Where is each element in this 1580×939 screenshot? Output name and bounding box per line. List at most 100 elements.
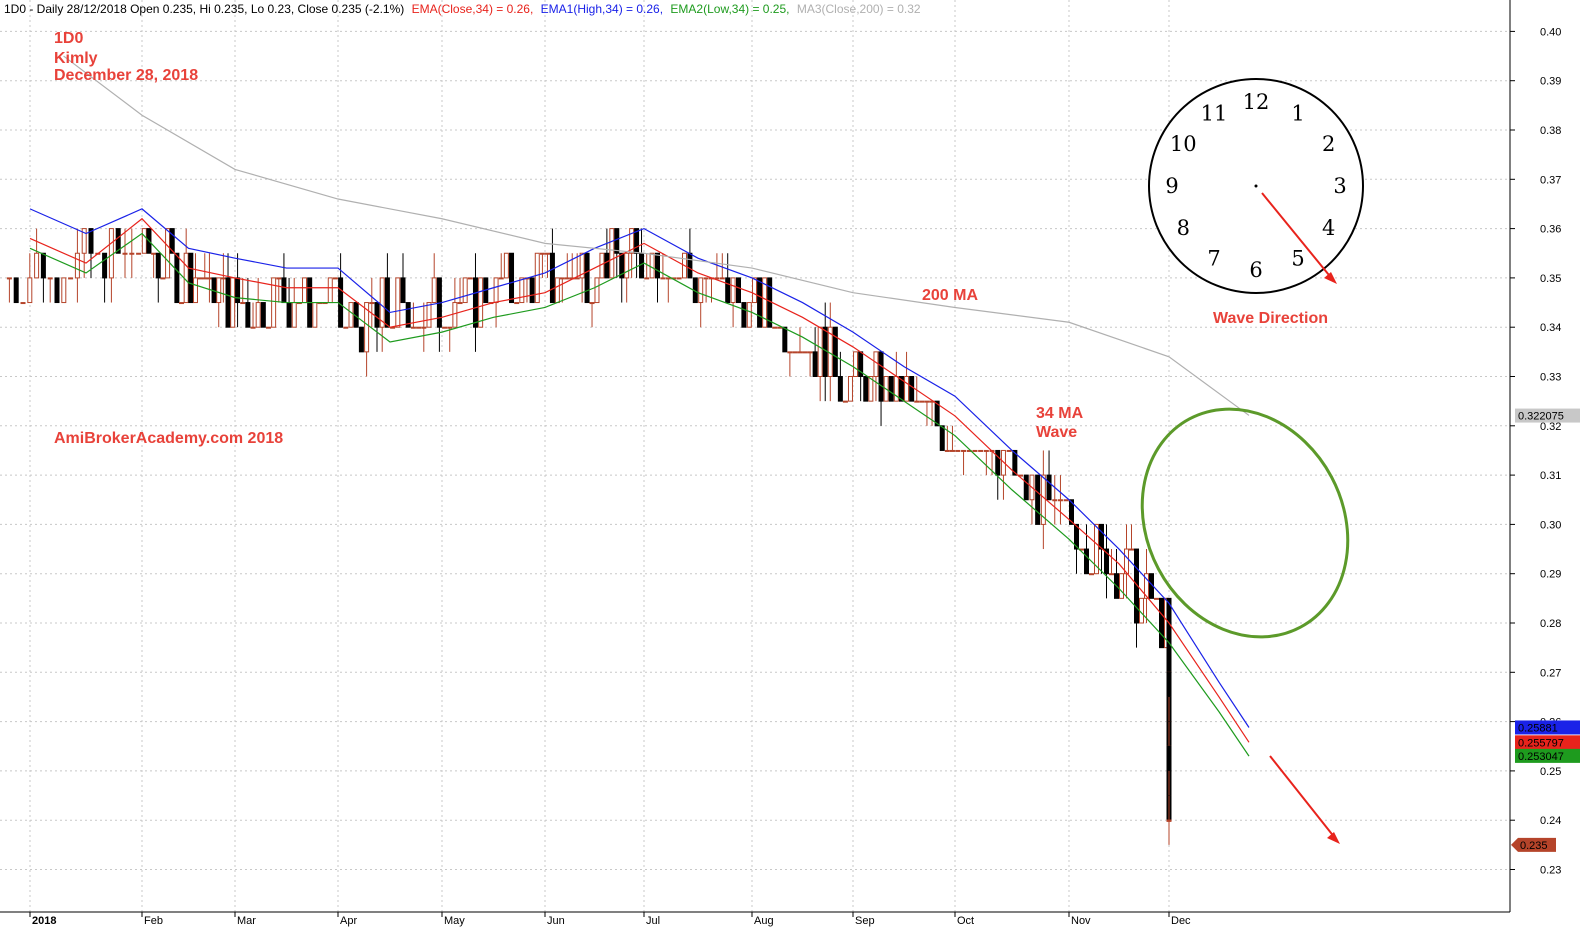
candle-body [888, 376, 894, 402]
candle-body [206, 277, 212, 280]
clock-number: 3 [1333, 174, 1346, 198]
candle-body [944, 449, 950, 452]
candle-body [265, 326, 271, 329]
x-tick-label: Jun [547, 915, 565, 927]
x-tick-label: 2018 [32, 915, 56, 927]
candle-body [714, 277, 720, 280]
candle-body [649, 252, 655, 279]
candle-body [20, 302, 26, 305]
candle-body [1012, 449, 1018, 476]
header-symbol-info: 1D0 - Daily 28/12/2018 Open 0.235, Hi 0.… [4, 2, 404, 16]
y-tick-label: 0.28 [1540, 618, 1561, 630]
x-tick-label: Aug [754, 915, 774, 927]
last-value-text: 0.322075 [1518, 411, 1564, 423]
candle-body [687, 252, 693, 279]
candle-body [629, 228, 635, 254]
candle-body [61, 277, 67, 304]
candle-body [534, 252, 540, 304]
candle-body [972, 449, 978, 452]
candle-body [442, 326, 448, 329]
candle-body [978, 449, 984, 452]
candle-body [462, 277, 468, 304]
clock-number: 1 [1291, 101, 1304, 125]
candle-body [225, 277, 231, 328]
candle-body [1074, 523, 1079, 550]
y-tick-label: 0.30 [1540, 519, 1561, 531]
candle-body [129, 252, 135, 255]
last-value-ema-high: 0.25881 [1515, 720, 1580, 735]
last-value-ema-low: 0.253047 [1515, 748, 1580, 763]
candle-body [503, 252, 509, 279]
candle-body [122, 252, 128, 255]
candle-body [554, 277, 560, 304]
candle-body [898, 376, 904, 402]
x-tick-label: Apr [340, 915, 357, 927]
header-text: 1D0 - Daily 28/12/2018 Open 0.235, Hi 0.… [4, 2, 921, 16]
candle-body [255, 302, 261, 328]
candle-body [995, 449, 1001, 476]
last-value-bg [1515, 720, 1580, 735]
clock-number: 10 [1170, 132, 1197, 156]
candle-body [88, 228, 94, 254]
candle-body [509, 252, 515, 304]
clock-number: 6 [1249, 258, 1262, 282]
candle-body [1154, 597, 1159, 600]
candle-body [364, 302, 370, 353]
candle-body [472, 277, 478, 328]
candle-body [787, 351, 793, 354]
x-tick-label: Sep [855, 915, 875, 927]
candle-body [1166, 819, 1172, 822]
candle-body [1094, 523, 1099, 575]
candle-body [842, 400, 848, 403]
candle-body [752, 277, 758, 304]
candle-body [286, 302, 292, 328]
y-tick-label: 0.40 [1540, 26, 1561, 38]
candle-body [579, 252, 585, 279]
candle-body [358, 326, 364, 353]
candle-body [817, 326, 823, 378]
candle-body [529, 277, 535, 304]
candle-body [594, 277, 600, 304]
candle-body [478, 277, 484, 328]
candle-body [762, 277, 768, 328]
clock-number: 12 [1243, 90, 1270, 114]
candle-body [736, 277, 741, 304]
candle-body [421, 326, 427, 329]
candle-body [703, 277, 709, 280]
candle-body [519, 277, 525, 304]
candle-body [467, 277, 473, 280]
clock-number: 5 [1291, 247, 1304, 271]
header-ma200: MA3(Close,200) = 0.32 [797, 2, 921, 16]
y-tick-label: 0.36 [1540, 224, 1561, 236]
annotation-watermark: AmiBrokerAcademy.com 2018 [54, 430, 283, 447]
highlight-ellipse [1140, 407, 1350, 639]
x-tick-label: May [444, 915, 465, 927]
candle-body [410, 326, 416, 329]
candle-body [1052, 499, 1058, 502]
candle-body [1084, 548, 1089, 575]
candle-body [34, 252, 40, 279]
candle-body [544, 252, 550, 255]
candle-body [644, 277, 650, 280]
candle-body [431, 277, 437, 304]
x-tick-label: Feb [144, 915, 163, 927]
candle-body [235, 277, 241, 304]
last-value-close: 0.235 [1511, 837, 1556, 852]
candle-body [400, 277, 406, 304]
candle-body [624, 252, 630, 279]
header-ema-low: EMA2(Low,34) = 0.25, [670, 2, 789, 16]
candle-body [746, 302, 752, 328]
candle-body [141, 228, 147, 254]
candle-body [1023, 474, 1029, 501]
x-tick-label: Mar [237, 915, 256, 927]
last-value-text: 0.253047 [1518, 751, 1564, 763]
candle-body [384, 277, 390, 328]
x-tick-label: Dec [1171, 915, 1191, 927]
candle-body [772, 326, 778, 329]
header-ema-high: EMA1(High,34) = 0.26, [541, 2, 663, 16]
candle-body [183, 252, 189, 304]
y-tick-label: 0.27 [1540, 667, 1561, 679]
annotation-company: Kimly [54, 50, 98, 67]
